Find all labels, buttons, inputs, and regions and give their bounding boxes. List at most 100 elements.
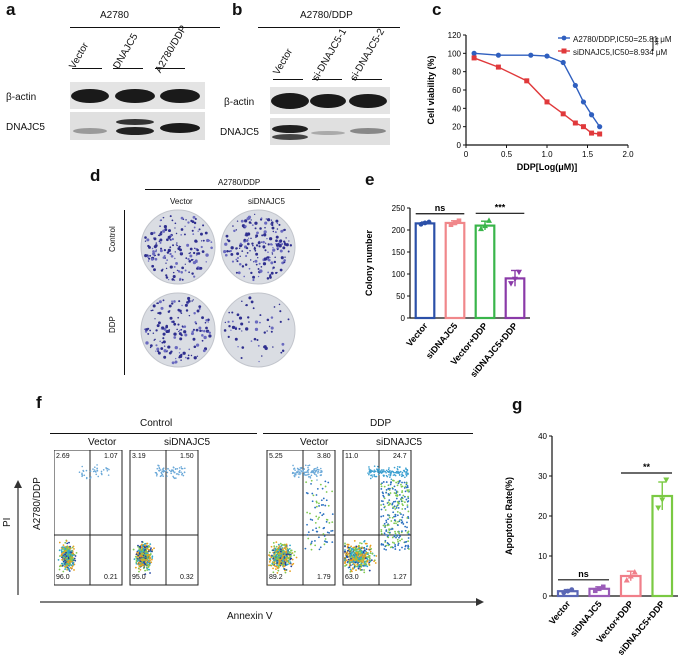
colony bbox=[235, 247, 238, 250]
colony bbox=[159, 249, 163, 253]
panel-f-col-3: Vector bbox=[300, 437, 329, 448]
event-dot bbox=[282, 564, 285, 567]
event-dot bbox=[357, 567, 360, 570]
colony bbox=[239, 242, 242, 245]
event-dot bbox=[388, 467, 390, 469]
event-dot bbox=[306, 469, 309, 472]
event-dot bbox=[313, 469, 315, 472]
event-dot bbox=[356, 550, 358, 553]
colony bbox=[181, 304, 183, 307]
chart-c-legend-2: siDNAJC5,IC50=8.934 μM bbox=[573, 48, 668, 57]
blot-band bbox=[71, 89, 109, 103]
event-dot bbox=[406, 472, 408, 474]
event-dot bbox=[389, 473, 392, 476]
event-dot bbox=[315, 469, 318, 472]
event-dot bbox=[285, 543, 288, 546]
event-dot bbox=[180, 471, 182, 474]
event-dot bbox=[147, 548, 150, 551]
culture-plate bbox=[220, 292, 296, 368]
event-dot bbox=[64, 541, 67, 544]
event-dot bbox=[60, 553, 63, 556]
colony bbox=[171, 300, 173, 303]
event-dot bbox=[349, 568, 352, 571]
colony bbox=[270, 316, 274, 319]
event-dot bbox=[172, 466, 175, 469]
colony bbox=[270, 219, 273, 221]
event-dot bbox=[353, 549, 356, 552]
colony bbox=[144, 330, 148, 333]
colony bbox=[254, 327, 259, 332]
colony bbox=[178, 332, 182, 336]
event-dot bbox=[354, 557, 356, 560]
event-dot bbox=[146, 552, 149, 555]
colony bbox=[194, 321, 197, 324]
blot-band bbox=[310, 94, 346, 108]
quadrant-value-lr: 0.32 bbox=[180, 574, 194, 581]
event-dot bbox=[162, 467, 165, 470]
panel-b-lane-2: si-DNAJC5-1 bbox=[310, 26, 350, 83]
event-dot bbox=[272, 555, 275, 557]
event-dot bbox=[382, 503, 385, 506]
event-dot bbox=[73, 557, 76, 560]
event-dot bbox=[328, 521, 331, 524]
event-dot bbox=[354, 565, 357, 568]
panel-f-col-1: Vector bbox=[88, 437, 117, 448]
event-dot bbox=[151, 550, 153, 553]
colony bbox=[257, 257, 259, 259]
colony bbox=[179, 337, 183, 341]
event-dot bbox=[383, 505, 386, 508]
panel-a-header-line bbox=[70, 27, 220, 28]
event-dot bbox=[58, 568, 61, 571]
colony bbox=[281, 243, 284, 246]
colony bbox=[182, 351, 186, 355]
event-dot bbox=[365, 545, 368, 548]
event-dot bbox=[286, 547, 289, 550]
event-dot bbox=[388, 473, 390, 476]
event-dot bbox=[344, 562, 346, 565]
event-dot bbox=[349, 549, 352, 552]
colony bbox=[198, 228, 201, 231]
colony bbox=[199, 329, 202, 333]
event-dot bbox=[272, 557, 275, 560]
colony bbox=[268, 325, 271, 328]
colony bbox=[207, 331, 209, 333]
panel-b-lane-mark bbox=[352, 79, 382, 80]
event-dot bbox=[324, 538, 327, 540]
colony bbox=[253, 337, 257, 341]
event-dot bbox=[138, 562, 141, 564]
colony bbox=[273, 306, 276, 308]
event-dot bbox=[364, 542, 367, 545]
event-dot bbox=[399, 470, 402, 473]
event-dot bbox=[299, 469, 301, 471]
event-dot bbox=[401, 546, 403, 549]
colony bbox=[192, 215, 196, 219]
event-dot bbox=[377, 473, 380, 476]
event-dot bbox=[58, 565, 61, 568]
event-dot bbox=[69, 545, 71, 548]
colony bbox=[257, 275, 260, 278]
colony bbox=[183, 330, 187, 334]
colony bbox=[247, 242, 250, 246]
event-dot bbox=[407, 533, 410, 536]
colony bbox=[236, 260, 239, 263]
event-dot bbox=[388, 516, 391, 519]
event-dot bbox=[380, 485, 383, 488]
blot-band bbox=[272, 125, 308, 133]
event-dot bbox=[303, 473, 305, 475]
event-dot bbox=[165, 469, 168, 472]
colony bbox=[279, 268, 283, 272]
event-dot bbox=[385, 548, 387, 551]
event-dot bbox=[356, 556, 359, 559]
event-dot bbox=[391, 528, 394, 530]
event-dot bbox=[66, 545, 69, 548]
panel-d-header-line bbox=[145, 189, 320, 190]
event-dot bbox=[69, 566, 72, 569]
event-dot bbox=[387, 524, 390, 526]
event-dot bbox=[395, 492, 398, 494]
colony bbox=[249, 250, 251, 252]
colony bbox=[175, 357, 177, 360]
colony bbox=[239, 244, 243, 248]
colony bbox=[187, 296, 191, 300]
event-dot bbox=[327, 481, 330, 484]
event-dot bbox=[353, 563, 356, 566]
